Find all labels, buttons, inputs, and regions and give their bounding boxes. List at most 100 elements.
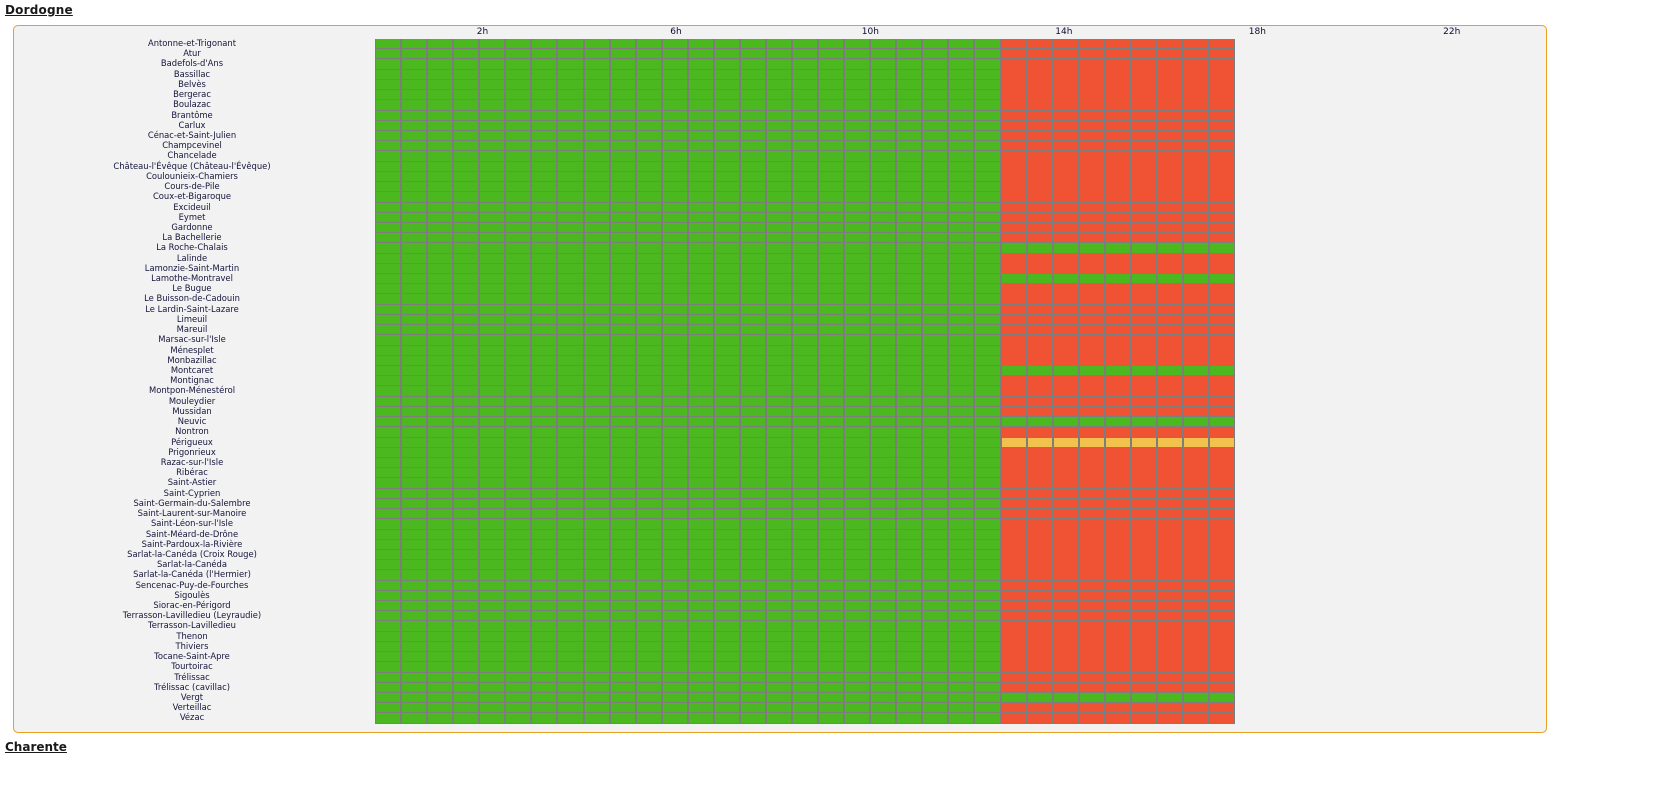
- heatmap-cell-green[interactable]: [557, 59, 584, 70]
- heatmap-cell-green[interactable]: [792, 580, 819, 591]
- heatmap-cell-green[interactable]: [609, 641, 636, 653]
- heatmap-cell-green[interactable]: [375, 376, 402, 387]
- heatmap-cell-red[interactable]: [1209, 355, 1236, 366]
- heatmap-cell-green[interactable]: [687, 202, 714, 213]
- heatmap-cell-green[interactable]: [505, 652, 532, 663]
- heatmap-cell-green[interactable]: [948, 182, 975, 193]
- heatmap-cell-red[interactable]: [1000, 90, 1027, 101]
- row-track[interactable]: [375, 652, 1236, 663]
- heatmap-cell-red[interactable]: [1156, 222, 1183, 234]
- heatmap-cell-red[interactable]: [1026, 130, 1053, 142]
- heatmap-cell-green[interactable]: [1130, 417, 1157, 428]
- heatmap-cell-green[interactable]: [687, 427, 714, 438]
- heatmap-cell-green[interactable]: [974, 69, 1001, 80]
- heatmap-cell-green[interactable]: [792, 59, 819, 70]
- heatmap-cell-green[interactable]: [557, 79, 584, 91]
- heatmap-cell-green[interactable]: [557, 49, 584, 60]
- heatmap-cell-green[interactable]: [609, 69, 636, 80]
- heatmap-cell-green[interactable]: [453, 427, 480, 438]
- row-track[interactable]: [375, 253, 1236, 264]
- heatmap-cell-red[interactable]: [1130, 192, 1157, 203]
- heatmap-cell-green[interactable]: [661, 549, 688, 561]
- heatmap-cell-green[interactable]: [531, 335, 558, 346]
- heatmap-cell-green[interactable]: [818, 417, 845, 428]
- heatmap-cell-red[interactable]: [1156, 468, 1183, 479]
- heatmap-cell-green[interactable]: [870, 90, 897, 101]
- row-track[interactable]: [375, 284, 1236, 295]
- heatmap-cell-red[interactable]: [1104, 59, 1131, 70]
- heatmap-cell-green[interactable]: [661, 417, 688, 428]
- heatmap-cell-green[interactable]: [765, 59, 792, 70]
- heatmap-cell-green[interactable]: [687, 233, 714, 244]
- heatmap-cell-green[interactable]: [922, 222, 949, 234]
- heatmap-cell-red[interactable]: [1026, 182, 1053, 193]
- row-label[interactable]: Terrasson-Lavilledieu: [148, 620, 236, 631]
- heatmap-cell-green[interactable]: [922, 662, 949, 673]
- heatmap-cell-green[interactable]: [661, 161, 688, 172]
- heatmap-cell-green[interactable]: [765, 192, 792, 203]
- heatmap-cell-green[interactable]: [713, 641, 740, 653]
- heatmap-cell-red[interactable]: [1182, 212, 1209, 223]
- heatmap-cell-green[interactable]: [401, 376, 428, 387]
- heatmap-cell-green[interactable]: [818, 601, 845, 612]
- heatmap-cell-red[interactable]: [1156, 611, 1183, 622]
- heatmap-cell-red[interactable]: [1130, 560, 1157, 571]
- row-track[interactable]: [375, 641, 1236, 653]
- heatmap-cell-green[interactable]: [1130, 366, 1157, 377]
- heatmap-cell-red[interactable]: [1209, 335, 1236, 346]
- heatmap-cell-green[interactable]: [948, 662, 975, 673]
- heatmap-cell-green[interactable]: [974, 590, 1001, 602]
- heatmap-cell-green[interactable]: [870, 519, 897, 530]
- heatmap-cell-green[interactable]: [948, 713, 975, 724]
- heatmap-cell-green[interactable]: [844, 314, 871, 326]
- heatmap-cell-green[interactable]: [974, 233, 1001, 244]
- heatmap-cell-green[interactable]: [583, 202, 610, 213]
- heatmap-cell-green[interactable]: [583, 693, 610, 704]
- heatmap-cell-green[interactable]: [635, 212, 662, 223]
- heatmap-cell-red[interactable]: [1026, 314, 1053, 326]
- heatmap-cell-red[interactable]: [1156, 202, 1183, 213]
- heatmap-cell-green[interactable]: [687, 314, 714, 326]
- heatmap-cell-green[interactable]: [375, 120, 402, 131]
- heatmap-cell-red[interactable]: [1026, 386, 1053, 397]
- heatmap-cell-green[interactable]: [792, 611, 819, 622]
- heatmap-cell-green[interactable]: [479, 263, 506, 275]
- heatmap-cell-red[interactable]: [1130, 641, 1157, 653]
- heatmap-cell-red[interactable]: [1078, 570, 1105, 581]
- heatmap-cell-green[interactable]: [896, 202, 923, 213]
- heatmap-cell-green[interactable]: [974, 457, 1001, 469]
- heatmap-cell-green[interactable]: [948, 366, 975, 377]
- heatmap-cell-green[interactable]: [870, 243, 897, 254]
- heatmap-cell-green[interactable]: [687, 243, 714, 254]
- heatmap-cell-red[interactable]: [1052, 662, 1079, 673]
- heatmap-cell-green[interactable]: [844, 325, 871, 336]
- heatmap-cell-green[interactable]: [687, 703, 714, 714]
- heatmap-cell-green[interactable]: [974, 90, 1001, 101]
- heatmap-cell-green[interactable]: [453, 468, 480, 479]
- heatmap-cell-green[interactable]: [557, 233, 584, 244]
- heatmap-cell-green[interactable]: [609, 345, 636, 356]
- heatmap-cell-green[interactable]: [583, 325, 610, 336]
- heatmap-cell-green[interactable]: [922, 590, 949, 602]
- heatmap-cell-green[interactable]: [531, 69, 558, 80]
- heatmap-cell-green[interactable]: [974, 621, 1001, 632]
- heatmap-cell-green[interactable]: [453, 212, 480, 223]
- heatmap-cell-green[interactable]: [974, 284, 1001, 295]
- heatmap-cell-green[interactable]: [713, 437, 740, 448]
- heatmap-cell-green[interactable]: [844, 539, 871, 550]
- heatmap-cell-green[interactable]: [453, 39, 480, 50]
- heatmap-cell-red[interactable]: [1078, 447, 1105, 458]
- heatmap-cell-green[interactable]: [479, 110, 506, 121]
- heatmap-cell-red[interactable]: [1104, 509, 1131, 520]
- heatmap-cell-red[interactable]: [1000, 192, 1027, 203]
- heatmap-cell-red[interactable]: [1052, 233, 1079, 244]
- row-track[interactable]: [375, 488, 1236, 499]
- heatmap-cell-green[interactable]: [792, 49, 819, 60]
- heatmap-cell-green[interactable]: [609, 335, 636, 346]
- heatmap-cell-green[interactable]: [557, 284, 584, 295]
- heatmap-cell-green[interactable]: [870, 478, 897, 489]
- row-track[interactable]: [375, 478, 1236, 489]
- heatmap-cell-red[interactable]: [1078, 386, 1105, 397]
- heatmap-cell-red[interactable]: [1130, 570, 1157, 581]
- heatmap-cell-green[interactable]: [896, 601, 923, 612]
